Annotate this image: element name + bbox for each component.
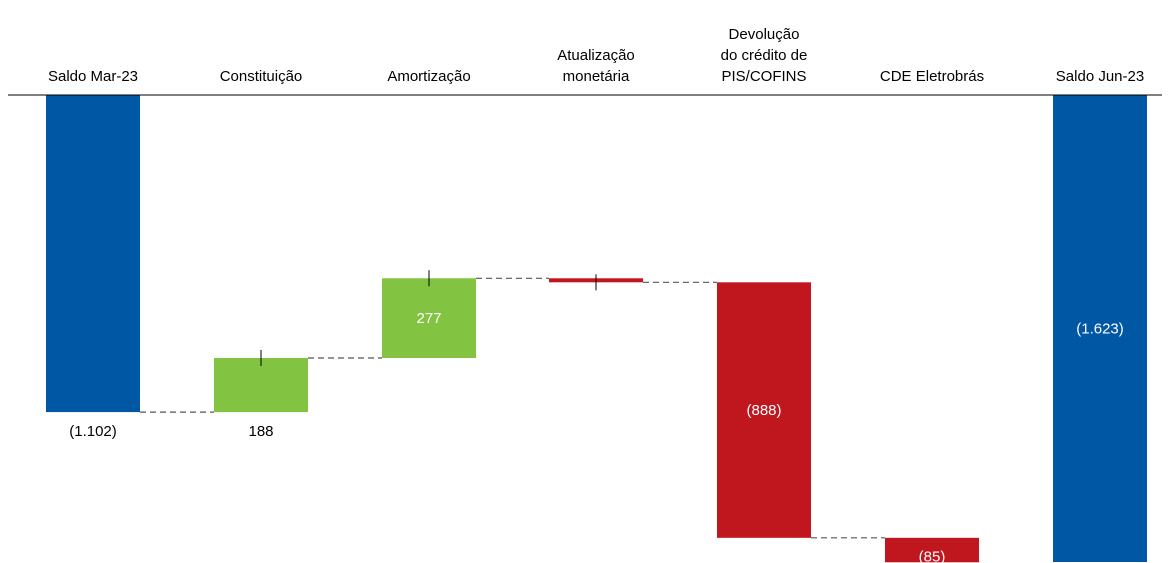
bar-1 xyxy=(214,357,308,413)
connector-lines xyxy=(140,277,885,539)
category-label-2: Amortização xyxy=(387,68,470,85)
category-label-0: Saldo Mar-23 xyxy=(48,68,138,85)
value-label-0: (1.102) xyxy=(69,423,117,440)
bar-5 xyxy=(885,537,979,563)
category-label-line: Saldo Jun-23 xyxy=(1056,68,1144,85)
bar-4 xyxy=(717,282,811,538)
bars xyxy=(46,95,1147,563)
category-label-line: Saldo Mar-23 xyxy=(48,68,138,85)
category-label-line: Constituição xyxy=(220,68,303,85)
category-label-5: CDE Eletrobrás xyxy=(880,68,984,85)
value-label-1: 188 xyxy=(248,423,273,440)
category-label-line: Devolução xyxy=(729,26,800,43)
category-label-4: Devolução do crédito de PIS/COFINS xyxy=(721,26,808,85)
bar-6 xyxy=(1053,95,1147,562)
value-ticks xyxy=(260,270,597,366)
category-label-line: Amortização xyxy=(387,68,470,85)
value-labels: (1.102) 188 277 (14) (888) (85) (1.623) xyxy=(69,285,1124,563)
category-label-1: Constituição xyxy=(220,68,303,85)
value-label-3: (14) xyxy=(583,285,610,302)
category-label-3: Atualização monetária xyxy=(557,47,635,85)
value-label-2: 277 xyxy=(416,310,441,327)
category-label-line: do crédito de xyxy=(721,47,808,64)
value-label-4: (888) xyxy=(746,402,781,419)
bar-2 xyxy=(382,278,476,358)
category-label-line: CDE Eletrobrás xyxy=(880,68,984,85)
category-label-line: Atualização xyxy=(557,47,635,64)
category-label-line: PIS/COFINS xyxy=(721,68,806,85)
value-label-6: (1.623) xyxy=(1076,321,1124,338)
value-label-5: (85) xyxy=(919,548,946,563)
bar-0 xyxy=(46,95,140,413)
category-label-line: monetária xyxy=(563,68,630,85)
category-labels: Saldo Mar-23 Constituição Amortização Atual… xyxy=(48,26,1144,85)
category-label-6: Saldo Jun-23 xyxy=(1056,68,1144,85)
